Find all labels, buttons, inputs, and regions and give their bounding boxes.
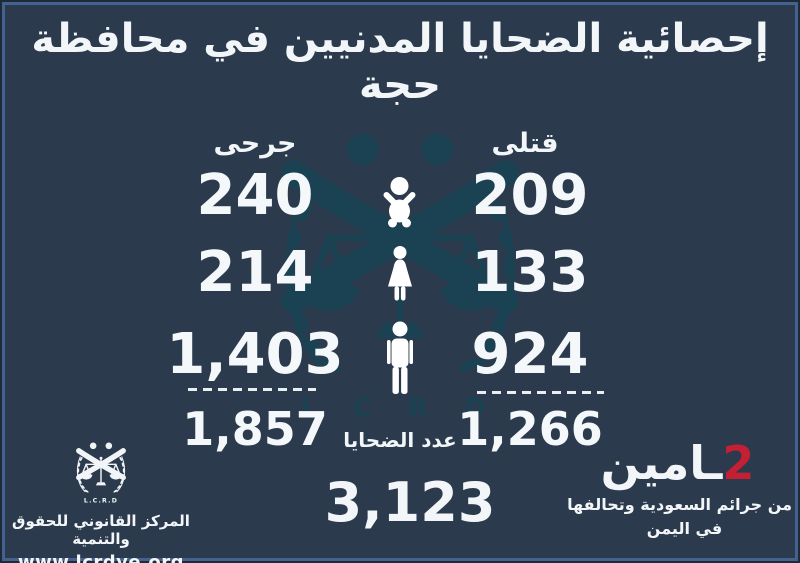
lcrd-org-name: المركز القانوني للحقوق والتنمية — [12, 512, 190, 548]
victims-total-label: عدد الضحايا — [343, 428, 457, 452]
killed-total-count: 1,266 — [457, 402, 603, 456]
watermark-caption: L C R D — [301, 393, 500, 423]
lcrd-watermark-emblem-icon: L C R D — [243, 122, 557, 423]
lcrd-org-block: L.C.R.D المركز القانوني للحقوق والتنمية … — [6, 440, 196, 563]
campaign-logo-suffix: ـامين — [600, 436, 723, 490]
wounded-men-count: 1,403 — [166, 322, 344, 387]
killed-children-count: 209 — [471, 163, 589, 228]
page-title: إحصائية الضحايا المدنيين في محافظة حجة — [31, 16, 769, 108]
wounded-total-count: 1,857 — [182, 402, 328, 456]
column-header-wounded: جرحى — [213, 128, 297, 159]
campaign-block: 2ـامين من جرائم السعودية وتحالفها في الي… — [567, 438, 792, 538]
lcrd-website-url[interactable]: www.lcrdye.org — [17, 552, 185, 563]
wounded-total-separator — [188, 388, 316, 391]
campaign-tagline-line1: من جرائم السعودية وتحالفها — [567, 494, 792, 514]
wounded-children-count: 240 — [196, 163, 314, 228]
man-icon — [387, 321, 413, 394]
campaign-tagline-line2: في اليمن — [646, 518, 723, 538]
killed-men-count: 924 — [471, 322, 589, 387]
two-years-campaign-logo: 2ـامين — [577, 438, 792, 489]
campaign-logo-number: 2 — [722, 436, 755, 490]
woman-icon — [388, 246, 412, 301]
wounded-women-count: 214 — [196, 240, 314, 305]
killed-total-separator — [477, 391, 604, 394]
grand-total-count: 3,123 — [324, 471, 496, 534]
killed-women-count: 133 — [471, 240, 589, 305]
baby-icon — [383, 177, 416, 228]
lcrd-logo-icon: L.C.R.D — [62, 440, 140, 504]
lcrd-logo-caption: L.C.R.D — [84, 497, 118, 504]
column-header-killed: قتلى — [491, 128, 559, 159]
